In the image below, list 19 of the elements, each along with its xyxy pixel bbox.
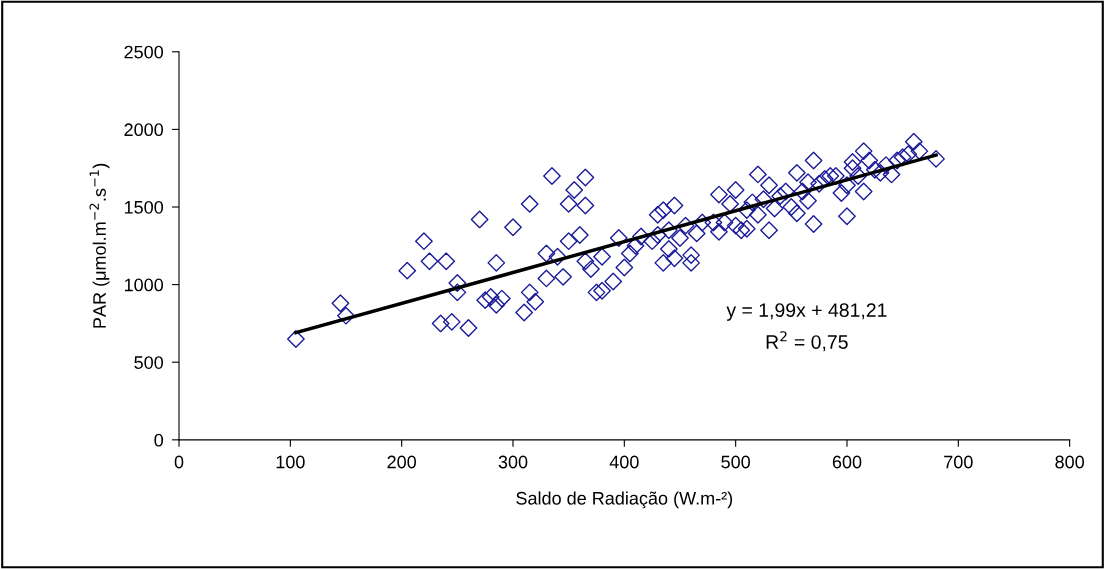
y-tick-label: 500 (134, 356, 164, 369)
y-tick-label: 2000 (124, 123, 164, 137)
y-tick-label: 1500 (124, 200, 164, 214)
annotation: y = 1,99x + 481,21 (726, 303, 887, 321)
y-axis-title: PAR (μmol.m$^{−2}$.s$^{−1}$) (89, 163, 110, 328)
x-axis-title: Saldo de Radiação (W.m-²) (516, 491, 733, 509)
x-tick-label: 800 (1055, 455, 1084, 469)
x-tick-label: 700 (944, 455, 973, 469)
y-tick-label: 2500 (124, 45, 164, 59)
x-tick-label: 200 (387, 455, 417, 469)
x-tick-label: 300 (498, 455, 528, 469)
annotation: R$^{2}$ = 0,75 (766, 331, 848, 352)
x-tick-label: 0 (174, 455, 184, 469)
x-tick-label: 100 (276, 455, 305, 469)
x-tick-label: 500 (721, 455, 751, 469)
y-tick-label: 0 (154, 433, 164, 447)
x-tick-label: 400 (609, 455, 639, 469)
y-tick-label: 1000 (124, 278, 164, 292)
x-tick-label: 600 (832, 455, 862, 469)
